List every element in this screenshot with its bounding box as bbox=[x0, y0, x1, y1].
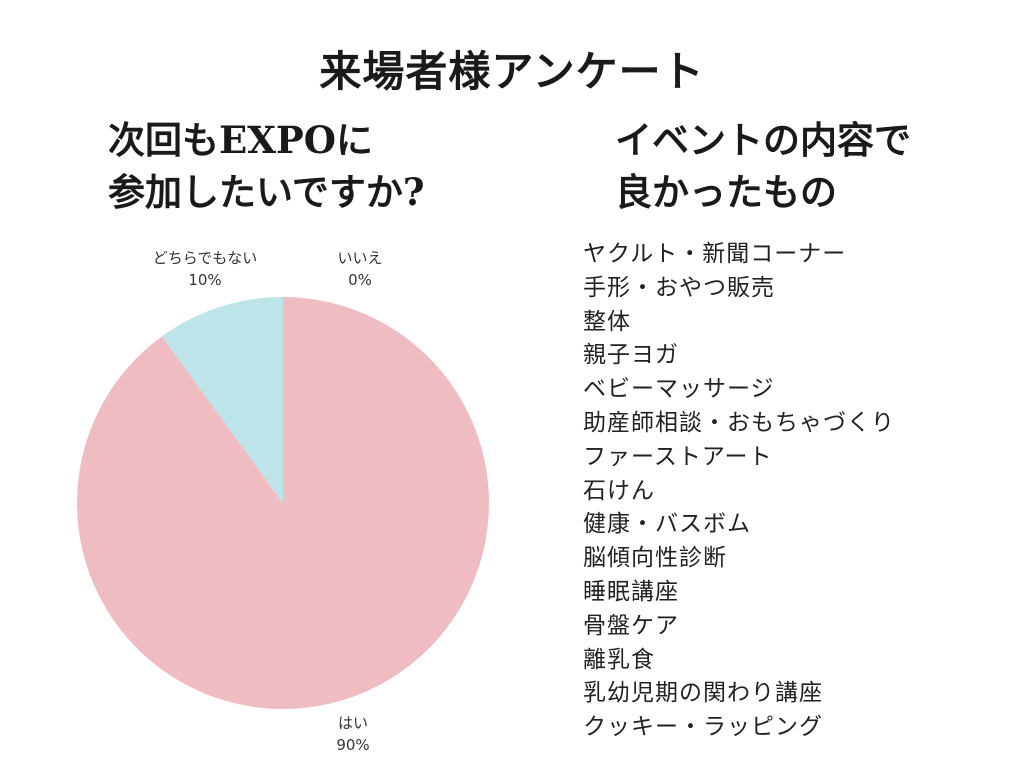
slice-label-value: 0% bbox=[348, 271, 372, 289]
event-item: 手形・おやつ販売 bbox=[583, 274, 775, 301]
events-heading-line-1: イベントの内容で bbox=[615, 118, 911, 162]
slice-label-name: はい bbox=[337, 714, 368, 732]
event-item: 離乳食 bbox=[583, 646, 655, 673]
slice-label-name: どちらでもない bbox=[152, 249, 258, 267]
event-item: 石けん bbox=[583, 477, 655, 504]
slice-label-value: 90% bbox=[336, 736, 370, 754]
pie-slice-dochira bbox=[161, 297, 283, 503]
page-title: 来場者様アンケート bbox=[319, 47, 705, 96]
event-item: 助産師相談・おもちゃづくり bbox=[583, 409, 895, 436]
slice-label-name: いいえ bbox=[337, 249, 383, 267]
event-item: 睡眠講座 bbox=[583, 578, 679, 605]
slice-label-value: 10% bbox=[188, 271, 222, 289]
events-heading-line-2: 良かったもの bbox=[615, 170, 837, 214]
event-item: 乳幼児期の関わり講座 bbox=[583, 680, 823, 707]
event-item: 骨盤ケア bbox=[583, 612, 679, 639]
event-item: 脳傾向性診断 bbox=[583, 545, 727, 572]
slice-label-dochira: どちらでもない 10% bbox=[140, 247, 270, 291]
events-heading: イベントの内容で 良かったもの bbox=[615, 114, 911, 218]
question-line-1: 次回もEXPOに bbox=[108, 118, 373, 162]
event-item: 健康・バスボム bbox=[583, 511, 751, 538]
event-item: ヤクルト・新聞コーナー bbox=[583, 241, 847, 267]
events-list: ヤクルト・新聞コーナー 手形・おやつ販売 整体親子ヨガベビーマッサージ助産師相談・お… bbox=[583, 238, 895, 745]
event-item: 親子ヨガ bbox=[583, 342, 679, 369]
event-item: ファーストアート bbox=[583, 443, 773, 470]
slice-label-hai: はい 90% bbox=[318, 712, 388, 756]
event-item: 整体 bbox=[583, 308, 631, 335]
question-heading: 次回もEXPOに 参加したいですか? bbox=[108, 114, 425, 218]
event-item: ベビーマッサージ bbox=[583, 376, 775, 403]
event-item: クッキー・ラッピング bbox=[583, 714, 823, 741]
pie-chart bbox=[76, 297, 489, 709]
slice-label-iie: いいえ 0% bbox=[320, 247, 400, 291]
question-line-2: 参加したいですか? bbox=[108, 170, 425, 214]
